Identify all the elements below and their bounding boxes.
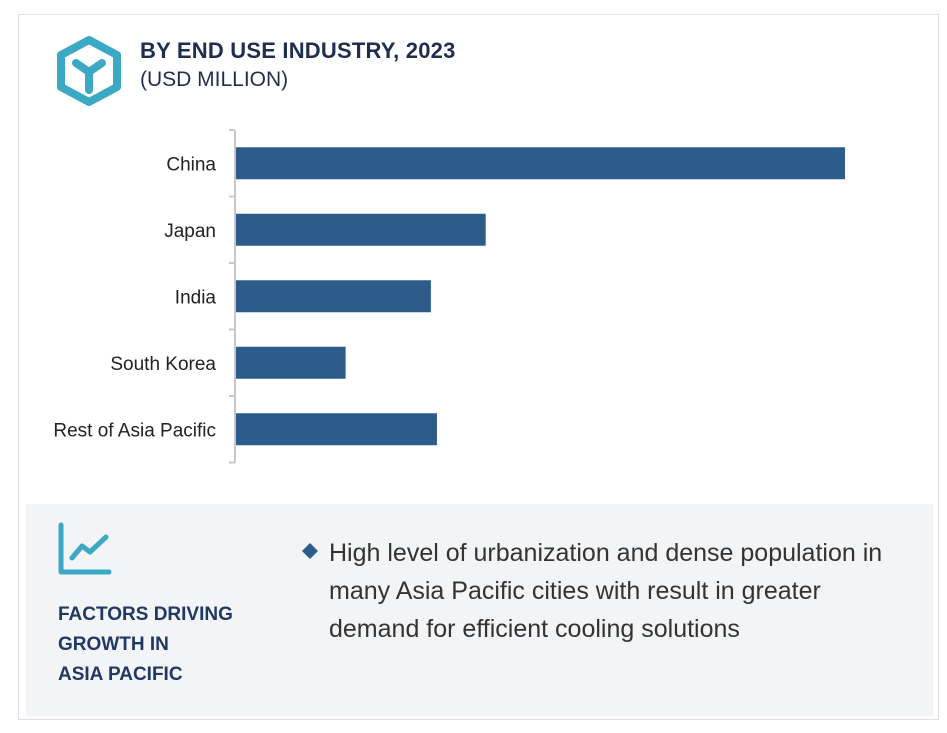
factors-panel (26, 504, 933, 716)
category-label: South Korea (110, 354, 216, 375)
bar-china (236, 147, 845, 180)
hexagon-y-logo-icon (57, 36, 121, 106)
bar-india (236, 280, 431, 313)
category-label: Japan (164, 221, 216, 242)
bar-chart: China Japan India South Korea Rest of Asia P… (53, 129, 845, 464)
bar-rest-of-asia-pacific (236, 413, 437, 446)
bar-japan (236, 213, 486, 246)
factors-title-line: ASIA PACIFIC (58, 664, 183, 685)
chart-title: BY END USE INDUSTRY, 2023 (140, 38, 456, 63)
category-label: China (166, 154, 216, 175)
category-label: Rest of Asia Pacific (53, 420, 216, 441)
bar-south-korea (236, 346, 346, 379)
category-label: India (175, 287, 217, 308)
factors-title-line: FACTORS DRIVING (58, 604, 233, 625)
chart-subtitle: (USD MILLION) (140, 68, 289, 91)
factors-title-line: GROWTH IN (58, 634, 169, 655)
factor-bullet-text: High level of urbanization and dense pop… (329, 539, 883, 643)
line-chart-growth-icon (58, 522, 112, 575)
factors-title: FACTORS DRIVING GROWTH IN ASIA PACIFIC (58, 600, 278, 690)
diamond-bullet-icon (302, 543, 318, 559)
